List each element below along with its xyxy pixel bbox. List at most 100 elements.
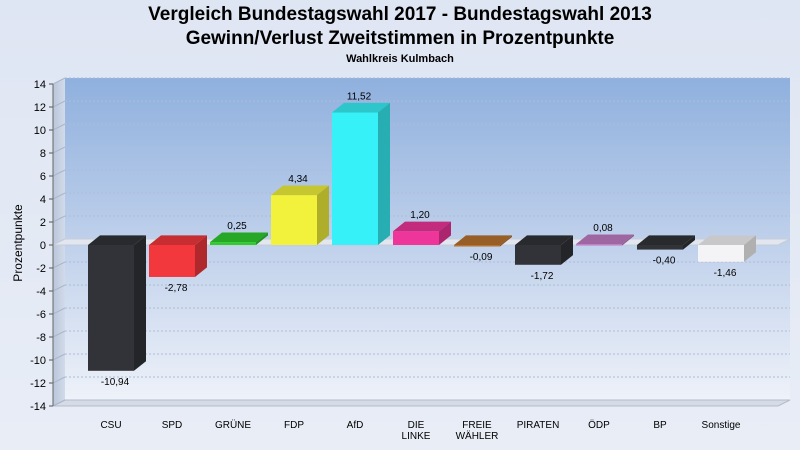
y-tick-label: 12 (34, 102, 46, 114)
bar-front (515, 245, 561, 265)
bar-top (210, 232, 268, 243)
data-label: -0,40 (653, 256, 676, 267)
chart-subtitle: Gewinn/Verlust Zweitstimmen in Prozentpu… (185, 28, 615, 49)
data-label: 11,52 (347, 92, 372, 103)
bar-top (576, 234, 634, 245)
y-tick-label: 10 (34, 125, 46, 137)
x-tick-label: Sonstige (702, 420, 741, 431)
bar (698, 235, 756, 262)
bar-side (378, 102, 390, 245)
y-tick-label: -2 (36, 263, 46, 275)
bar-side (683, 235, 695, 250)
gridline-side (52, 284, 66, 292)
y-tick-label: 14 (34, 79, 46, 91)
gridline-side (52, 192, 66, 200)
x-tick-label: LINKE (402, 431, 431, 442)
data-label: -2,78 (165, 283, 188, 294)
y-axis-label: Prozentpunkte (11, 204, 25, 282)
gridline-side (52, 376, 66, 384)
bar-front (210, 242, 256, 245)
bar-front (454, 245, 500, 247)
bar-front (271, 195, 317, 245)
y-tick-label: -14 (30, 401, 46, 413)
gridline-side (52, 399, 66, 407)
gridline-side (52, 169, 66, 177)
bar-side (317, 185, 329, 245)
bar-top (637, 235, 695, 245)
bar-front (149, 245, 195, 277)
x-tick-label: DIE (408, 420, 425, 431)
gridline-side (52, 123, 66, 131)
x-tick-label: BP (653, 420, 667, 431)
bar (393, 221, 451, 245)
bar-top (698, 235, 756, 245)
y-tick-label: -8 (36, 332, 46, 344)
x-tick-label: WÄHLER (456, 430, 499, 442)
gridline-side (52, 261, 66, 269)
data-label: 0,08 (593, 223, 613, 234)
x-tick-label: FREIE (462, 420, 492, 431)
gridline-side (52, 353, 66, 361)
bar-side (622, 234, 634, 246)
bar-top (454, 235, 512, 245)
bar-top (271, 185, 329, 196)
y-tick-label: -6 (36, 309, 46, 321)
bar-side (500, 235, 512, 247)
y-tick-label: 6 (40, 171, 46, 183)
bar (88, 235, 146, 371)
data-label: 1,20 (410, 210, 430, 221)
bar-top (88, 235, 146, 245)
bar (515, 235, 573, 265)
bar (210, 232, 268, 245)
bar-top (332, 102, 390, 113)
bar-front (698, 245, 744, 262)
chart-region-label: Wahlkreis Kulmbach (346, 53, 454, 65)
x-tick-label: CSU (100, 420, 121, 431)
bar-side (195, 235, 207, 277)
bar-top (149, 235, 207, 245)
gridline-side (52, 77, 66, 85)
data-label: -10,94 (101, 377, 130, 388)
bar (332, 102, 390, 246)
bar (637, 235, 695, 250)
y-tick-label: 4 (40, 194, 46, 206)
data-label: 4,34 (288, 174, 308, 185)
bar-top (515, 235, 573, 245)
x-tick-label: ÖDP (588, 419, 610, 431)
bar-front (637, 245, 683, 250)
gridline-side (52, 146, 66, 154)
y-tick-label: 2 (40, 217, 46, 229)
gridline-side (52, 215, 66, 223)
x-tick-label: PIRATEN (517, 420, 560, 431)
y-tick-label: 8 (40, 148, 46, 160)
y-tick-label: -4 (36, 286, 46, 298)
bar (149, 235, 207, 277)
bar-side (561, 235, 573, 265)
bar (454, 235, 512, 247)
bar-top (393, 221, 451, 232)
x-tick-label: FDP (284, 420, 304, 431)
chart-title: Vergleich Bundestagswahl 2017 - Bundesta… (148, 4, 652, 25)
x-tick-label: AfD (347, 420, 364, 431)
bar-side (439, 221, 451, 245)
data-label: -1,72 (531, 271, 554, 282)
bar-front (332, 112, 378, 246)
bar-side (134, 235, 146, 371)
gridline-side (52, 100, 66, 108)
x-tick-label: SPD (162, 420, 183, 431)
x-tick-label: GRÜNE (215, 419, 251, 431)
bar (576, 234, 634, 246)
bar-side (744, 235, 756, 262)
y-tick-label: -12 (30, 378, 46, 390)
bar-front (393, 231, 439, 245)
data-label: -1,46 (714, 268, 737, 279)
data-label: 0,25 (227, 221, 247, 232)
gridline-side (52, 307, 66, 315)
bar-side (256, 232, 268, 245)
y-tick-label: -10 (30, 355, 46, 367)
y-tick-label: 0 (40, 240, 46, 252)
gridline-side (52, 330, 66, 338)
plot-floor (52, 399, 791, 407)
bar-front (88, 245, 134, 371)
